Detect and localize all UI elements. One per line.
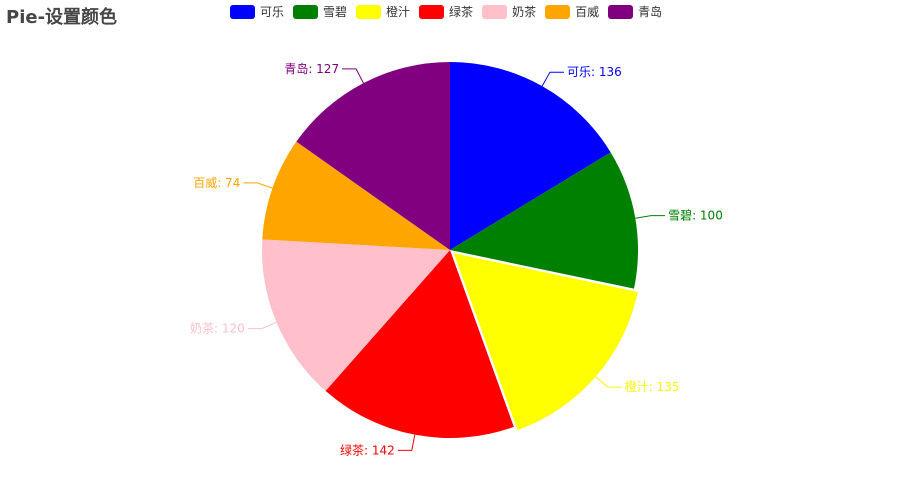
legend-swatch-orange-juice [356,4,382,19]
legend-item-cola[interactable]: 可乐 [230,3,284,20]
label-line-budweiser [243,182,273,189]
legend-item-sprite[interactable]: 雪碧 [293,3,347,20]
data-label-budweiser: 百威: 74 [193,176,240,190]
legend-item-tsingtao[interactable]: 青岛 [608,3,662,20]
label-line-cola [541,71,564,87]
legend-item-green-tea[interactable]: 绿茶 [419,3,473,20]
chart-title: Pie-设置颜色 [6,7,118,28]
label-line-tsingtao [342,68,364,84]
legend-item-orange-juice[interactable]: 橙汁 [356,3,410,20]
pie-slice-milk-tea[interactable] [261,239,450,391]
label-line-orange-juice [595,376,622,388]
legend-item-milk-tea[interactable]: 奶茶 [482,3,536,20]
legend-label-sprite: 雪碧 [323,5,348,19]
data-label-sprite: 雪碧: 100 [668,209,723,223]
legend-label-milk-tea: 奶茶 [512,5,537,19]
legend-label-green-tea: 绿茶 [449,5,474,19]
label-line-milk-tea [247,321,277,330]
data-label-orange-juice: 橙汁: 135 [625,379,680,394]
pie-slice-tsingtao[interactable] [296,62,450,250]
legend-label-tsingtao: 青岛 [638,5,663,19]
pie-slice-green-tea[interactable] [325,250,514,438]
legend-item-budweiser[interactable]: 百威 [545,3,599,20]
label-line-green-tea [397,434,416,451]
data-label-cola: 可乐: 136 [567,65,622,79]
legend-swatch-sprite [293,4,319,19]
legend-swatch-green-tea [419,4,445,19]
pie-slice-orange-juice[interactable] [453,253,638,431]
legend-label-cola: 可乐 [260,5,285,19]
label-line-sprite [635,215,666,219]
pie-slice-sprite[interactable] [450,152,639,289]
data-label-green-tea: 绿茶: 142 [340,442,395,457]
legend: 可乐 雪碧 橙汁 绿茶 奶茶 百威 青岛 [230,3,671,20]
pie-slice-budweiser[interactable] [262,141,450,250]
legend-swatch-cola [230,4,255,19]
pie-slice-cola[interactable] [450,62,611,250]
legend-swatch-budweiser [545,4,571,19]
data-label-tsingtao: 青岛: 127 [284,61,339,76]
legend-swatch-milk-tea [482,4,508,19]
legend-label-orange-juice: 橙汁 [386,5,411,19]
legend-label-budweiser: 百威 [575,5,600,19]
legend-swatch-tsingtao [608,4,634,19]
data-label-milk-tea: 奶茶: 120 [190,321,245,336]
